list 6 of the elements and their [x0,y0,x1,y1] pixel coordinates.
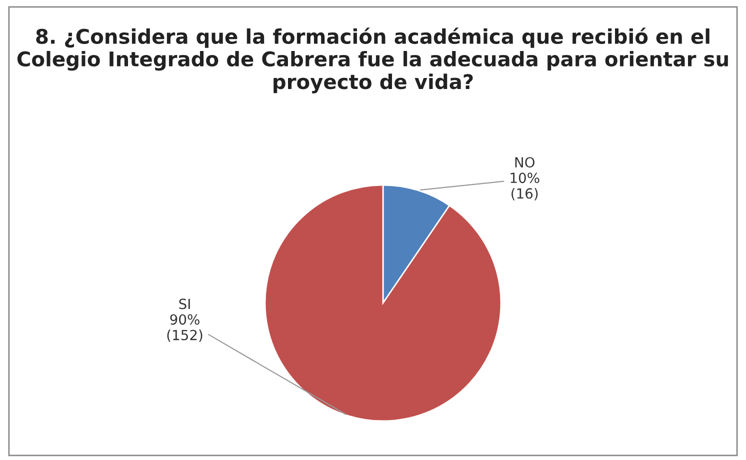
slice-label: SI [179,298,190,310]
data-label: 90% (152) [167,314,202,342]
chart-title: 8. ¿Considera que la formación académica que recibió en el Colegio Integrado de Cabrera fue la adecuada para orientar su proyecto de vida? [17,28,728,94]
slice-label: NO [515,157,534,168]
data-label: 10% (16) [510,172,540,200]
pie-slice [264,184,502,422]
